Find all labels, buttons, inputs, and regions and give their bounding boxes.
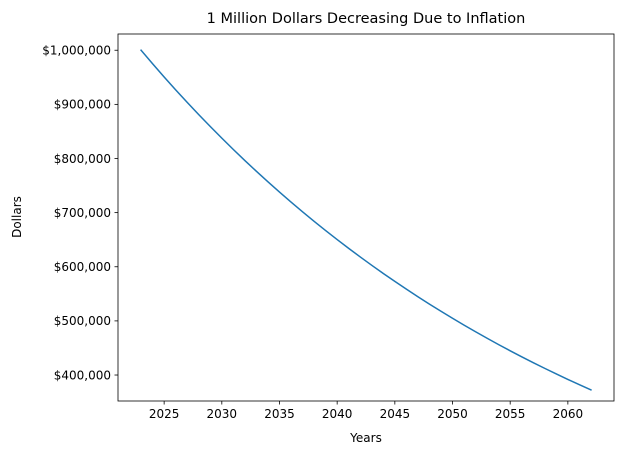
x-tick-label: 2035 bbox=[264, 407, 295, 421]
x-tick-label: 2050 bbox=[437, 407, 468, 421]
y-tick-label: $900,000 bbox=[54, 98, 111, 112]
y-tick-label: $800,000 bbox=[54, 152, 111, 166]
series-line bbox=[140, 49, 592, 391]
y-tick-label: $600,000 bbox=[54, 260, 111, 274]
x-tick-label: 2055 bbox=[495, 407, 526, 421]
plot-area bbox=[117, 33, 615, 402]
x-tick-label: 2030 bbox=[207, 407, 238, 421]
x-tick-label: 2045 bbox=[380, 407, 411, 421]
y-axis: $400,000 $500,000 $600,000 $700,000 $800,000… bbox=[42, 44, 118, 382]
x-tick-label: 2060 bbox=[553, 407, 584, 421]
y-tick-label: $400,000 bbox=[54, 368, 111, 382]
y-axis-label: Dollars bbox=[10, 196, 24, 238]
y-tick-label: $1,000,000 bbox=[42, 44, 111, 58]
y-tick-label: $500,000 bbox=[54, 314, 111, 328]
series-layer bbox=[140, 49, 592, 391]
x-tick-label: 2025 bbox=[149, 407, 180, 421]
axes-frame bbox=[117, 33, 615, 402]
chart-title: 1 Million Dollars Decreasing Due to Infl… bbox=[207, 11, 526, 27]
x-tick-label: 2040 bbox=[322, 407, 353, 421]
y-tick-label: $700,000 bbox=[54, 206, 111, 220]
x-axis: 2025 2030 2035 2040 2045 2050 2055 2060 bbox=[149, 401, 583, 421]
x-axis-label: Years bbox=[349, 431, 382, 445]
